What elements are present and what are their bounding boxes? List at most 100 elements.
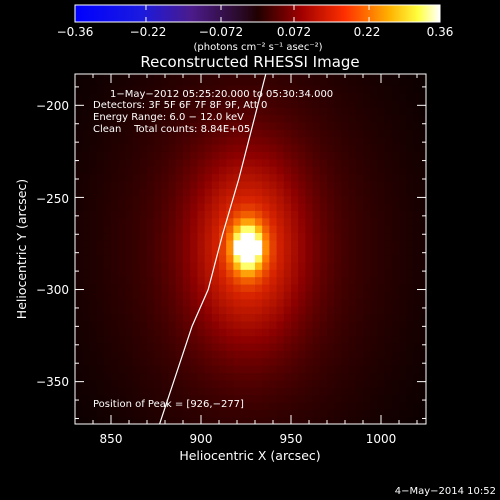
heatmap-cell (406, 121, 414, 130)
heatmap-cell (211, 261, 220, 270)
heatmap-cell (276, 247, 285, 256)
heatmap-cell (276, 342, 285, 351)
heatmap-cell (305, 195, 314, 204)
heatmap-cell (247, 99, 256, 108)
heatmap-cell (190, 276, 198, 285)
heatmap-cell (183, 379, 191, 388)
heatmap-cell (168, 247, 177, 256)
heatmap-cell (161, 379, 170, 388)
heatmap-cell (147, 387, 155, 396)
heatmap-cell (363, 306, 371, 315)
heatmap-cell (298, 77, 306, 86)
heatmap-cell (298, 232, 306, 241)
heatmap-cell (312, 144, 321, 152)
heatmap-cell (312, 247, 321, 256)
heatmap-cell (147, 99, 155, 108)
heatmap-cell (262, 284, 270, 292)
heatmap-cell (103, 107, 112, 116)
heatmap-cell (370, 129, 378, 138)
heatmap-cell (190, 357, 198, 366)
heatmap-cell (327, 409, 335, 418)
heatmap-cell (283, 306, 292, 315)
heatmap-cell (247, 107, 256, 116)
heatmap-cell (125, 409, 134, 418)
colorbar-tick-label-2: −0.072 (199, 25, 243, 39)
heatmap-cell (399, 202, 407, 211)
heatmap-cell (312, 239, 321, 248)
heatmap-cell (111, 254, 119, 263)
heatmap-cell (377, 136, 386, 145)
heatmap-cell (211, 269, 220, 278)
heatmap-cell (276, 136, 285, 145)
heatmap-cell (370, 99, 378, 108)
heatmap-cell (334, 129, 342, 138)
heatmap-cell (255, 247, 263, 256)
heatmap-cell (89, 136, 98, 145)
heatmap-cell (399, 306, 407, 315)
heatmap-cell (75, 107, 83, 116)
heatmap-cell (219, 401, 227, 410)
heatmap-cell (348, 269, 357, 278)
heatmap-cell (111, 217, 119, 226)
heatmap-cell (276, 173, 285, 182)
heatmap-cell (276, 379, 285, 388)
heatmap-cell (139, 247, 148, 256)
heatmap-cell (341, 276, 350, 285)
heatmap-cell (348, 276, 357, 285)
heatmap-cell (348, 320, 357, 329)
heatmap-cell (341, 210, 350, 219)
heatmap-cell (125, 158, 134, 167)
heatmap-cell (82, 328, 90, 337)
heatmap-cell (247, 202, 256, 211)
heatmap-cell (139, 195, 148, 204)
heatmap-cell (132, 144, 141, 152)
heatmap-cell (255, 239, 263, 248)
heatmap-cell (240, 202, 249, 211)
heatmap-cell (154, 99, 162, 108)
heatmap-cell (132, 114, 141, 123)
heatmap-cell (319, 202, 328, 211)
heatmap-cell (341, 350, 350, 359)
heatmap-cell (118, 195, 126, 204)
heatmap-cell (111, 144, 119, 152)
heatmap-cell (399, 121, 407, 130)
heatmap-cell (103, 202, 112, 211)
heatmap-cell (384, 379, 393, 388)
heatmap-cell (75, 342, 83, 351)
heatmap-cell (103, 357, 112, 366)
heatmap-cell (132, 416, 141, 424)
heatmap-cell (399, 173, 407, 182)
heatmap-cell (89, 232, 98, 241)
heatmap-cell (348, 225, 357, 234)
heatmap-cell (406, 387, 414, 396)
heatmap-cell (132, 77, 141, 86)
heatmap-cell (183, 158, 191, 167)
heatmap-cell (89, 77, 98, 86)
heatmap-cell (262, 180, 270, 189)
heatmap-cell (111, 77, 119, 86)
heatmap-cell (348, 217, 357, 226)
heatmap-cell (247, 291, 256, 300)
heatmap-cell (190, 247, 198, 256)
heatmap-cell (377, 99, 386, 108)
heatmap-cell (139, 77, 148, 86)
heatmap-cell (413, 269, 422, 278)
heatmap-cell (240, 173, 249, 182)
heatmap-cell (377, 173, 386, 182)
heatmap-cell (406, 180, 414, 189)
heatmap-cell (168, 357, 177, 366)
heatmap-cell (132, 188, 141, 197)
heatmap-cell (391, 335, 400, 344)
heatmap-cell (233, 77, 242, 86)
heatmap-cell (147, 320, 155, 329)
heatmap-cell (298, 129, 306, 138)
heatmap-cell (183, 217, 191, 226)
heatmap-cell (75, 136, 83, 145)
heatmap-cell (168, 92, 177, 101)
heatmap-cell (147, 121, 155, 130)
heatmap-cell (96, 195, 105, 204)
heatmap-cell (262, 239, 270, 248)
heatmap-cell (283, 269, 292, 278)
heatmap-cell (363, 401, 371, 410)
heatmap-cell (233, 401, 242, 410)
